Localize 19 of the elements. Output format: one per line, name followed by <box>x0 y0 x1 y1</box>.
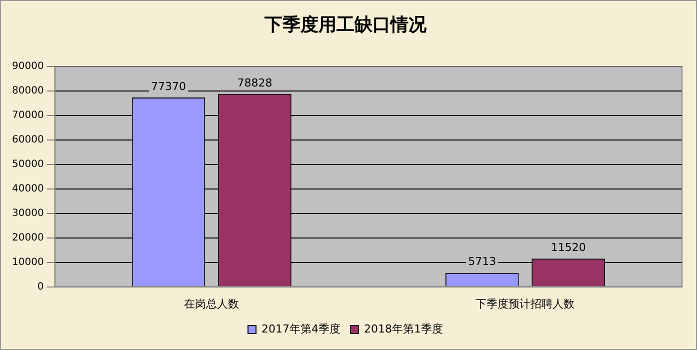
chart-title: 下季度用工缺口情况 <box>264 14 428 36</box>
y-tick-label: 40000 <box>12 184 44 195</box>
y-tick-label: 30000 <box>12 208 44 219</box>
legend-label: 2017年第4季度 <box>262 322 341 336</box>
y-tick-label: 50000 <box>12 159 44 170</box>
data-label: 78828 <box>237 76 272 90</box>
y-tick-label: 0 <box>37 281 44 292</box>
data-label: 77370 <box>150 80 186 93</box>
x-tick-label: 下季度预计招聘人数 <box>476 297 575 310</box>
y-tick-label: 60000 <box>12 134 44 146</box>
y-tick-label: 20000 <box>12 232 44 244</box>
data-label: 5713 <box>468 255 496 268</box>
legend-label: 2018年第1季度 <box>364 322 443 336</box>
y-tick-label: 80000 <box>12 86 44 97</box>
y-tick-label: 70000 <box>12 110 44 122</box>
x-tick-label: 在岗总人数 <box>184 297 240 310</box>
y-tick-label: 90000 <box>12 61 44 72</box>
data-label: 11520 <box>550 240 586 254</box>
y-tick-label: 10000 <box>12 256 44 268</box>
